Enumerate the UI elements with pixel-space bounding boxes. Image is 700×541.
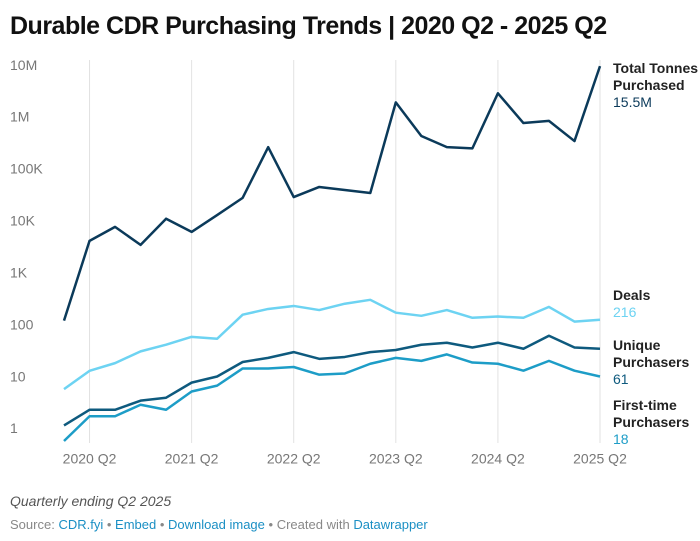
x-tick-label: 2020 Q2 [63,451,117,467]
series-line [63,353,601,442]
series-line [63,334,601,427]
x-tick-label: 2025 Q2 [573,451,627,467]
y-tick-label: 1 [10,420,18,436]
end-label: 15.5M [613,94,652,110]
legend-entry: Unique Purchasers 61 [613,337,699,388]
source-link[interactable]: CDR.fyi [58,517,104,532]
end-label: 216 [613,304,637,320]
series-line [62,65,602,322]
chart: 2020 Q2 2021 Q2 2022 Q2 2023 Q2 2024 Q2 2025 … [10,57,627,467]
end-label: 18 [613,431,629,447]
separator: • [268,517,274,532]
embed-link[interactable]: Embed [115,517,157,532]
credit: Created with [276,517,350,532]
x-tick-label: 2023 Q2 [369,451,423,467]
y-tick-label: 1M [10,109,29,125]
separator: • [159,517,165,532]
x-tick-label: 2021 Q2 [165,451,219,467]
separator: • [106,517,112,532]
x-tick-label: 2024 Q2 [471,451,525,467]
end-label: 61 [613,371,629,387]
download-link[interactable]: Download image [168,517,265,532]
y-tick-label: 10 [10,368,26,384]
y-tick-label: 100 [10,316,34,332]
y-tick-label: 100K [10,161,43,177]
legend-entry: Total Tonnes Purchased 15.5M [613,60,699,111]
source-label: Source: [10,517,55,532]
y-tick-label: 1K [10,264,28,280]
legend-label: Total Tonnes Purchased [613,60,699,93]
legend-entry: First-time Purchasers 18 [613,397,699,448]
legend-label: Unique Purchasers [613,337,690,370]
note: Quarterly ending Q2 2025 [10,493,172,509]
series-line [63,298,601,391]
y-tick-label: 10K [10,213,36,229]
footer: Source: CDR.fyi • Embed • Download image… [10,517,428,532]
legend-entry: Deals 216 [613,287,699,321]
x-tick-label: 2022 Q2 [267,451,321,467]
legend-label: Deals [613,287,651,303]
y-tick-label: 10M [10,57,37,73]
legend-label: First-time Purchasers [613,397,690,430]
credit-link[interactable]: Datawrapper [353,517,428,532]
chart-title: Durable CDR Purchasing Trends | 2020 Q2 … [10,12,607,40]
